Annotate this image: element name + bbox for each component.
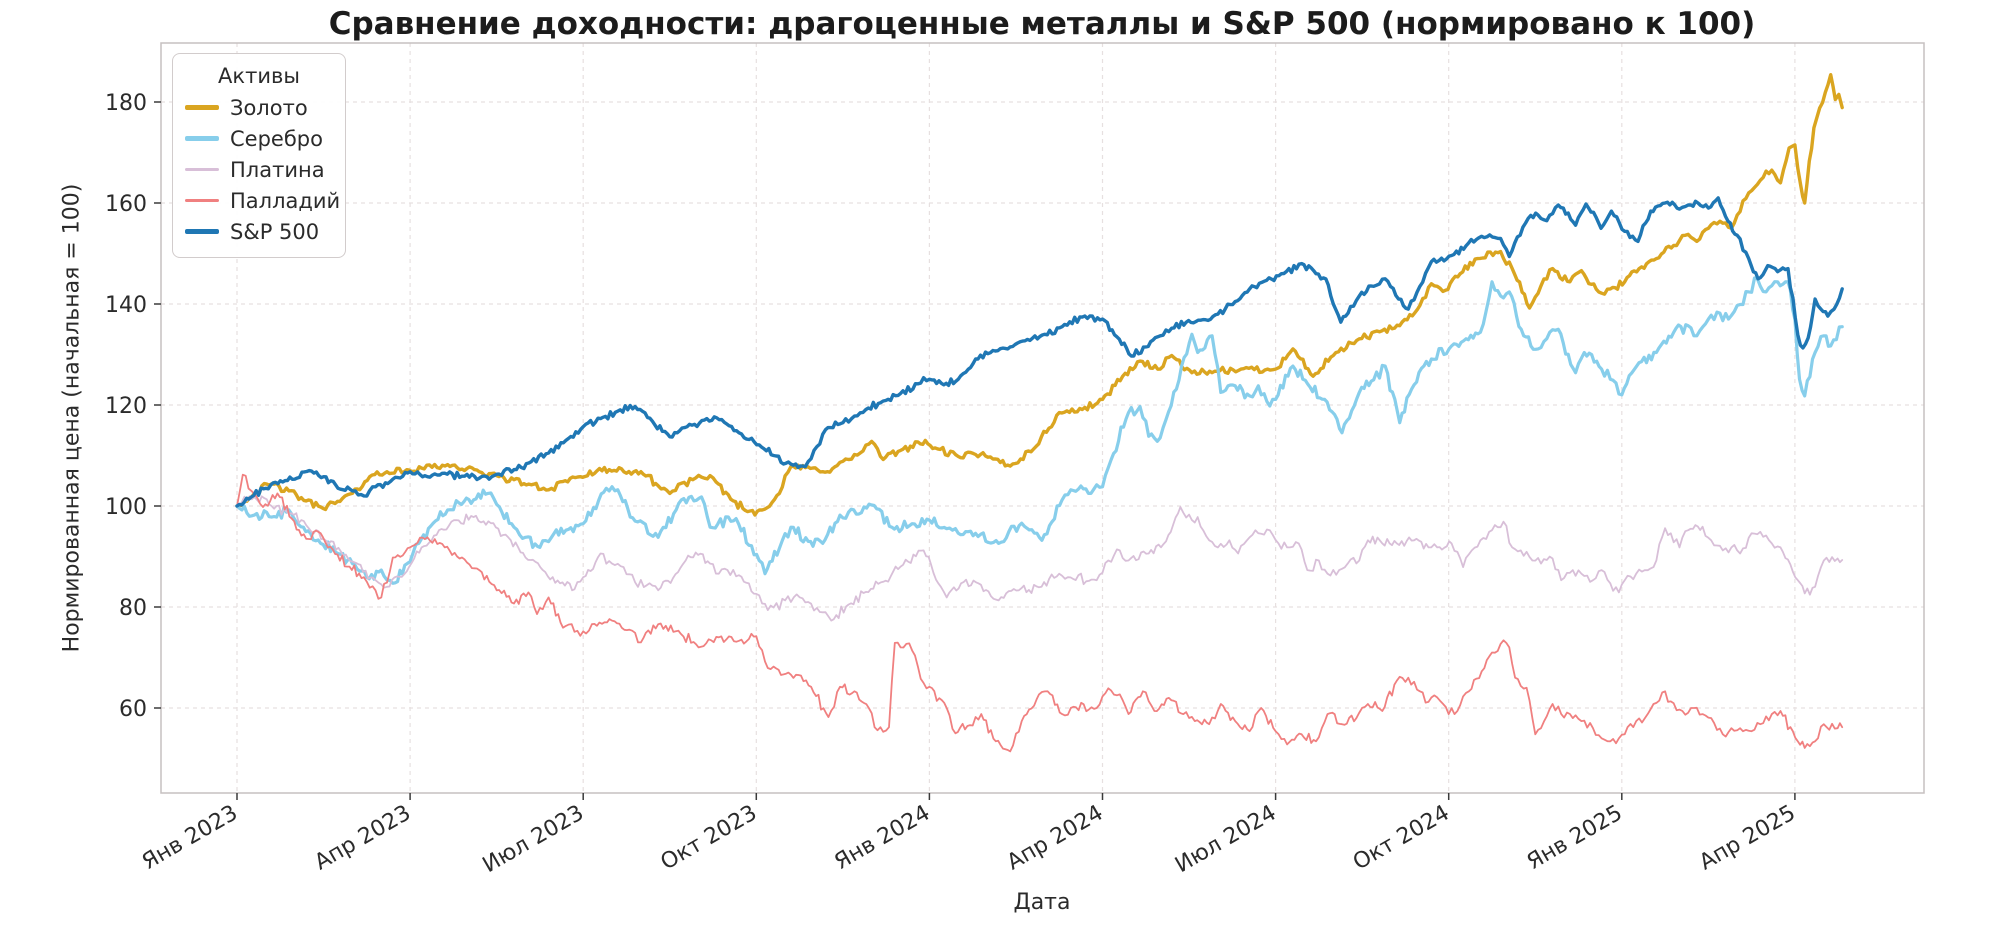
x-tick-label: Апр 2023	[310, 801, 415, 876]
legend-swatch-5	[185, 229, 219, 234]
x-tick-label: Янв 2025	[1523, 801, 1627, 875]
legend-label-3: Платина	[230, 157, 325, 182]
y-tick-label: 160	[105, 192, 147, 217]
series-lines	[235, 73, 1844, 753]
series-line-5	[235, 196, 1844, 508]
series-line-4	[236, 473, 1844, 753]
y-axis-title: Нормированная цена (начальная = 100)	[59, 183, 85, 653]
legend-title: Активы	[218, 64, 300, 88]
y-tick-label: 80	[119, 596, 147, 621]
x-tick-label: Июл 2024	[1171, 801, 1281, 879]
legend-swatch-1	[185, 105, 219, 110]
x-tick-label: Окт 2024	[1349, 801, 1454, 876]
x-tick-label: Окт 2023	[657, 801, 762, 876]
legend: Активы Золото Серебро Платина Палладий S&P 5…	[172, 53, 346, 258]
series-line-3	[236, 495, 1844, 622]
legend-label-4: Палладий	[230, 188, 341, 213]
y-tick-labels: 60 80 100 120 140 160 180	[105, 91, 147, 722]
legend-swatch-4	[185, 199, 219, 202]
grid-lines	[161, 43, 1924, 793]
legend-rows: Золото Серебро Платина Палладий S&P 500	[185, 92, 340, 247]
y-tick-label: 60	[119, 697, 147, 722]
y-tick-label: 100	[105, 495, 147, 520]
series-line-2	[235, 276, 1844, 585]
legend-item-5: S&P 500	[185, 216, 333, 247]
x-tick-label: Июл 2023	[479, 801, 589, 879]
legend-swatch-2	[185, 136, 219, 141]
legend-label-1: Золото	[230, 95, 308, 120]
legend-label-2: Серебро	[230, 126, 323, 151]
chart-title: Сравнение доходности: драгоценные металл…	[328, 6, 1756, 42]
legend-label-5: S&P 500	[230, 219, 320, 244]
series-line-1	[235, 73, 1844, 517]
legend-item-3: Платина	[185, 154, 333, 185]
legend-item-2: Серебро	[185, 123, 333, 154]
plot-border	[160, 42, 1925, 794]
x-tick-labels: Янв 2023 Апр 2023 Июл 2023 Окт 2023 Янв 2024…	[138, 801, 1800, 879]
legend-item-4: Палладий	[185, 185, 340, 216]
legend-swatch-3	[185, 168, 219, 171]
x-axis-title: Дата	[1013, 890, 1071, 915]
legend-item-1: Золото	[185, 92, 333, 123]
x-tick-label: Янв 2024	[830, 801, 934, 875]
y-tick-label: 140	[105, 293, 147, 318]
axes-spines	[160, 42, 1925, 794]
axis-ticks	[154, 101, 1796, 800]
x-tick-label: Янв 2023	[138, 801, 242, 875]
y-tick-label: 120	[105, 394, 147, 419]
x-tick-label: Апр 2024	[1003, 801, 1108, 876]
x-tick-label: Апр 2025	[1695, 801, 1800, 876]
y-tick-label: 180	[105, 91, 147, 116]
